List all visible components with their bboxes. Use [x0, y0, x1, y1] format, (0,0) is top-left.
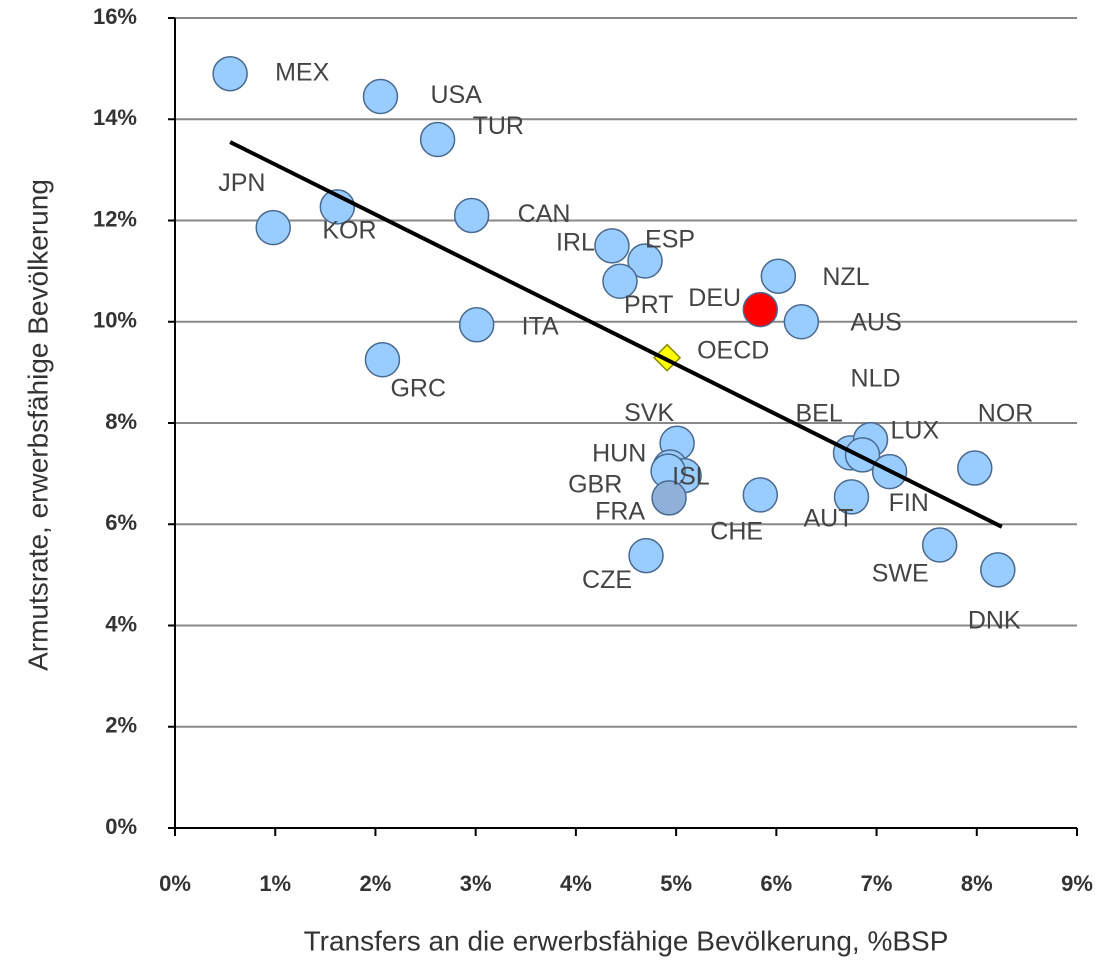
point: [419, 121, 456, 158]
y-tick-label: 4%: [105, 611, 137, 636]
point-label: USA: [430, 81, 482, 109]
x-tick-label: 1%: [259, 871, 291, 896]
trend-line: [229, 140, 1003, 529]
point-label: LUX: [891, 416, 940, 444]
x-tick-label: 3%: [460, 871, 492, 896]
x-tick-label: 0%: [159, 871, 191, 896]
y-tick-label: 12%: [93, 206, 137, 231]
y-tick-label: 10%: [93, 308, 137, 333]
point-label: SWE: [872, 560, 929, 588]
y-tick-label: 0%: [105, 814, 137, 839]
y-axis-title: Armutsrate, erwerbsfähige Bevölkerung: [22, 179, 53, 671]
point-label: NLD: [851, 365, 901, 393]
point: [212, 55, 248, 92]
point-label: NZL: [822, 263, 869, 291]
point-label: HUN: [592, 440, 646, 468]
y-tick-label: 8%: [105, 409, 137, 434]
point-label: FIN: [889, 489, 929, 517]
x-tick-label: 6%: [760, 871, 792, 896]
point: [627, 243, 663, 279]
point-label: ESP: [645, 226, 695, 254]
point: [453, 197, 490, 234]
point-label: CHE: [710, 517, 763, 545]
point-label: SVK: [624, 399, 674, 427]
point: [628, 537, 664, 574]
x-tick-label: 5%: [660, 871, 692, 896]
x-axis-title: Transfers an die erwerbsfähige Bevölkeru…: [304, 925, 949, 956]
x-tick-label: 9%: [1061, 871, 1093, 896]
point: [980, 552, 1016, 588]
point-label: GBR: [568, 471, 622, 499]
point-label: AUT: [804, 505, 854, 533]
point-label: KOR: [322, 216, 376, 244]
point-label: MEX: [275, 58, 330, 86]
grid: [175, 17, 1077, 728]
point: [742, 291, 779, 328]
point: [255, 209, 291, 246]
point: [458, 307, 495, 343]
point: [742, 477, 779, 513]
point-label: PRT: [624, 291, 674, 319]
point: [364, 341, 401, 378]
point: [833, 479, 870, 515]
y-tick-label: 14%: [93, 105, 137, 130]
point: [651, 480, 687, 516]
y-tick-label: 6%: [105, 510, 137, 535]
point-label: BEL: [795, 399, 842, 427]
point-label: ISL: [672, 462, 710, 490]
point: [957, 450, 993, 486]
point-label: ITA: [522, 312, 559, 340]
point-label: FRA: [595, 498, 645, 526]
point-label: CAN: [518, 200, 571, 228]
y-tick-label: 2%: [105, 713, 137, 738]
point: [760, 258, 797, 294]
point-label: JPN: [218, 169, 265, 197]
point-label: GRC: [390, 374, 446, 402]
point: [602, 263, 638, 299]
x-tick-label: 7%: [861, 871, 893, 896]
point-label: CZE: [582, 566, 632, 594]
point-label: DEU: [688, 284, 741, 312]
x-tick-label: 8%: [961, 871, 993, 896]
x-tick-label: 4%: [560, 871, 592, 896]
point-label: OECD: [697, 336, 769, 364]
y-tick-label: 16%: [93, 4, 137, 29]
x-tick-label: 2%: [360, 871, 392, 896]
point-label: DNK: [968, 606, 1021, 634]
point-label: IRL: [556, 228, 595, 256]
point: [594, 228, 630, 264]
point-label: AUS: [850, 308, 901, 336]
point: [362, 78, 399, 115]
point-label: TUR: [473, 112, 524, 140]
point: [783, 304, 820, 340]
point-label: NOR: [978, 400, 1034, 428]
point: [921, 527, 958, 563]
